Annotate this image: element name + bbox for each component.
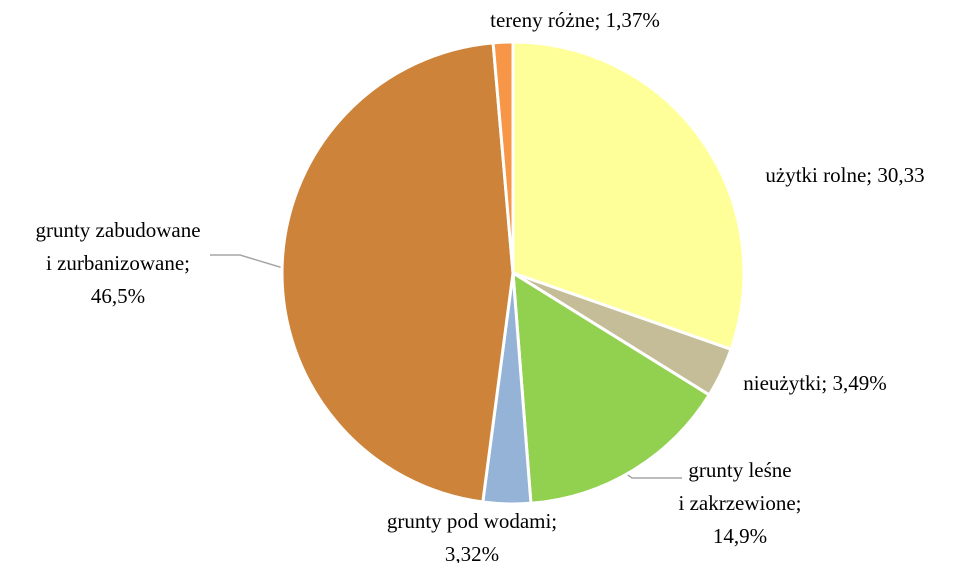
data-label: grunty leśne	[688, 458, 791, 482]
data-label: użytki rolne; 30,33	[765, 163, 924, 187]
data-label: grunty pod wodami;	[387, 509, 557, 533]
pie-slice	[491, 40, 515, 275]
data-label: i zakrzewione;	[678, 491, 801, 515]
data-label: tereny różne; 1,37%	[490, 8, 660, 32]
data-label: i zurbanizowane;	[46, 251, 190, 275]
data-label: 46,5%	[91, 284, 145, 308]
data-label: grunty zabudowane	[35, 218, 200, 242]
data-label: nieużytki; 3,49%	[743, 371, 886, 395]
pie-slice	[280, 41, 515, 504]
data-label: 3,32%	[445, 542, 499, 563]
leader-line	[210, 254, 284, 269]
pie-slice	[511, 271, 711, 505]
data-label: 14,9%	[713, 524, 767, 548]
pie-slice	[511, 40, 746, 351]
